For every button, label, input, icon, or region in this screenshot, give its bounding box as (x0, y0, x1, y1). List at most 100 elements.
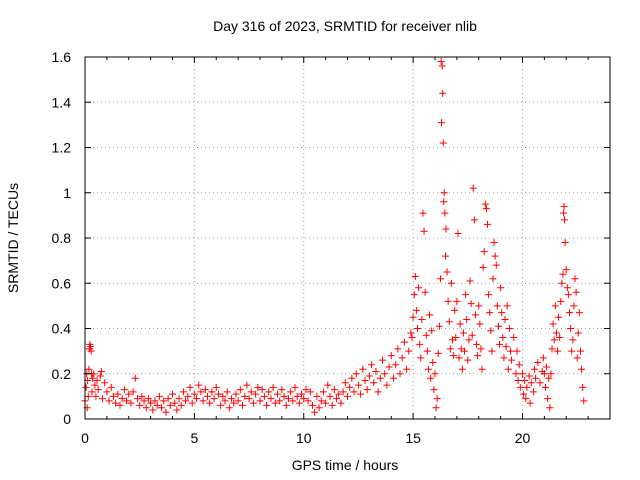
data-point (478, 365, 486, 373)
data-point (521, 377, 529, 385)
data-point (422, 331, 430, 339)
data-point (442, 225, 450, 233)
data-point (90, 370, 98, 378)
data-point (84, 392, 92, 400)
data-point (328, 401, 336, 409)
data-point (451, 306, 459, 314)
data-point (361, 377, 369, 385)
data-point (383, 381, 391, 389)
data-point (505, 325, 513, 332)
data-point (89, 374, 97, 382)
data-point (465, 336, 473, 344)
data-point (526, 399, 534, 407)
data-point (153, 401, 161, 409)
data-point (552, 329, 560, 337)
data-point (352, 370, 360, 378)
data-point (502, 343, 510, 351)
data-point (534, 358, 542, 366)
data-point (298, 390, 306, 398)
data-point (519, 370, 526, 378)
data-point (418, 315, 426, 323)
data-point (311, 408, 319, 416)
data-point (239, 401, 246, 409)
data-point (432, 404, 440, 412)
data-point (182, 397, 190, 405)
data-point (434, 349, 442, 357)
data-point (461, 347, 469, 355)
data-point (223, 388, 231, 396)
data-point (486, 309, 494, 317)
data-point (522, 395, 530, 403)
data-point (477, 345, 485, 353)
data-point (482, 205, 490, 213)
data-point (206, 399, 214, 407)
data-point (541, 383, 549, 391)
data-point (245, 395, 253, 403)
data-point (445, 318, 453, 326)
data-point (376, 374, 384, 382)
data-point (492, 261, 500, 269)
data-point (241, 392, 249, 400)
data-point (228, 395, 236, 403)
data-point (131, 374, 139, 382)
data-point (254, 383, 262, 391)
data-point (256, 397, 264, 405)
data-point (344, 392, 351, 400)
data-point (99, 395, 106, 403)
data-point (426, 311, 434, 319)
data-point (274, 390, 281, 398)
data-point (560, 209, 568, 217)
data-point (578, 365, 586, 373)
data-point (579, 383, 587, 391)
data-point (341, 379, 349, 387)
data-point (97, 367, 105, 375)
data-point (398, 354, 406, 362)
data-point (463, 315, 471, 323)
data-point (414, 325, 421, 332)
data-point (144, 395, 152, 403)
data-point (112, 399, 120, 407)
data-point (169, 390, 176, 398)
data-point (149, 406, 157, 414)
x-tick-label: 10 (296, 430, 312, 446)
data-point (559, 270, 567, 278)
data-point (337, 399, 345, 407)
data-point (424, 365, 432, 373)
data-point (520, 390, 528, 398)
data-point (193, 395, 201, 403)
data-point (280, 392, 288, 400)
data-point (164, 395, 172, 403)
data-point (497, 284, 505, 292)
data-point (440, 198, 448, 206)
data-point (394, 345, 402, 353)
data-point (470, 216, 478, 224)
data-point (496, 340, 504, 348)
data-point (379, 356, 386, 364)
data-point (287, 388, 295, 396)
data-point (420, 227, 428, 235)
y-tick-label: 0.8 (52, 230, 72, 246)
data-point (503, 302, 511, 310)
data-point (439, 89, 447, 97)
data-point (94, 386, 102, 394)
data-point (576, 347, 584, 355)
data-point (243, 381, 251, 389)
data-point (523, 383, 531, 391)
data-point (217, 401, 225, 409)
data-point (439, 139, 447, 147)
data-point (134, 395, 141, 403)
data-point (417, 354, 425, 362)
data-point (210, 395, 218, 403)
data-point (514, 377, 522, 385)
data-point (555, 313, 563, 321)
axis-ticks (84, 56, 610, 420)
y-tick-label: 0.2 (52, 366, 72, 382)
data-point (359, 365, 367, 373)
data-point (219, 392, 227, 400)
data-point (306, 388, 314, 396)
data-point (491, 252, 499, 260)
data-point (234, 397, 242, 405)
data-point (481, 200, 489, 208)
data-point (454, 229, 462, 237)
data-point (370, 379, 378, 387)
